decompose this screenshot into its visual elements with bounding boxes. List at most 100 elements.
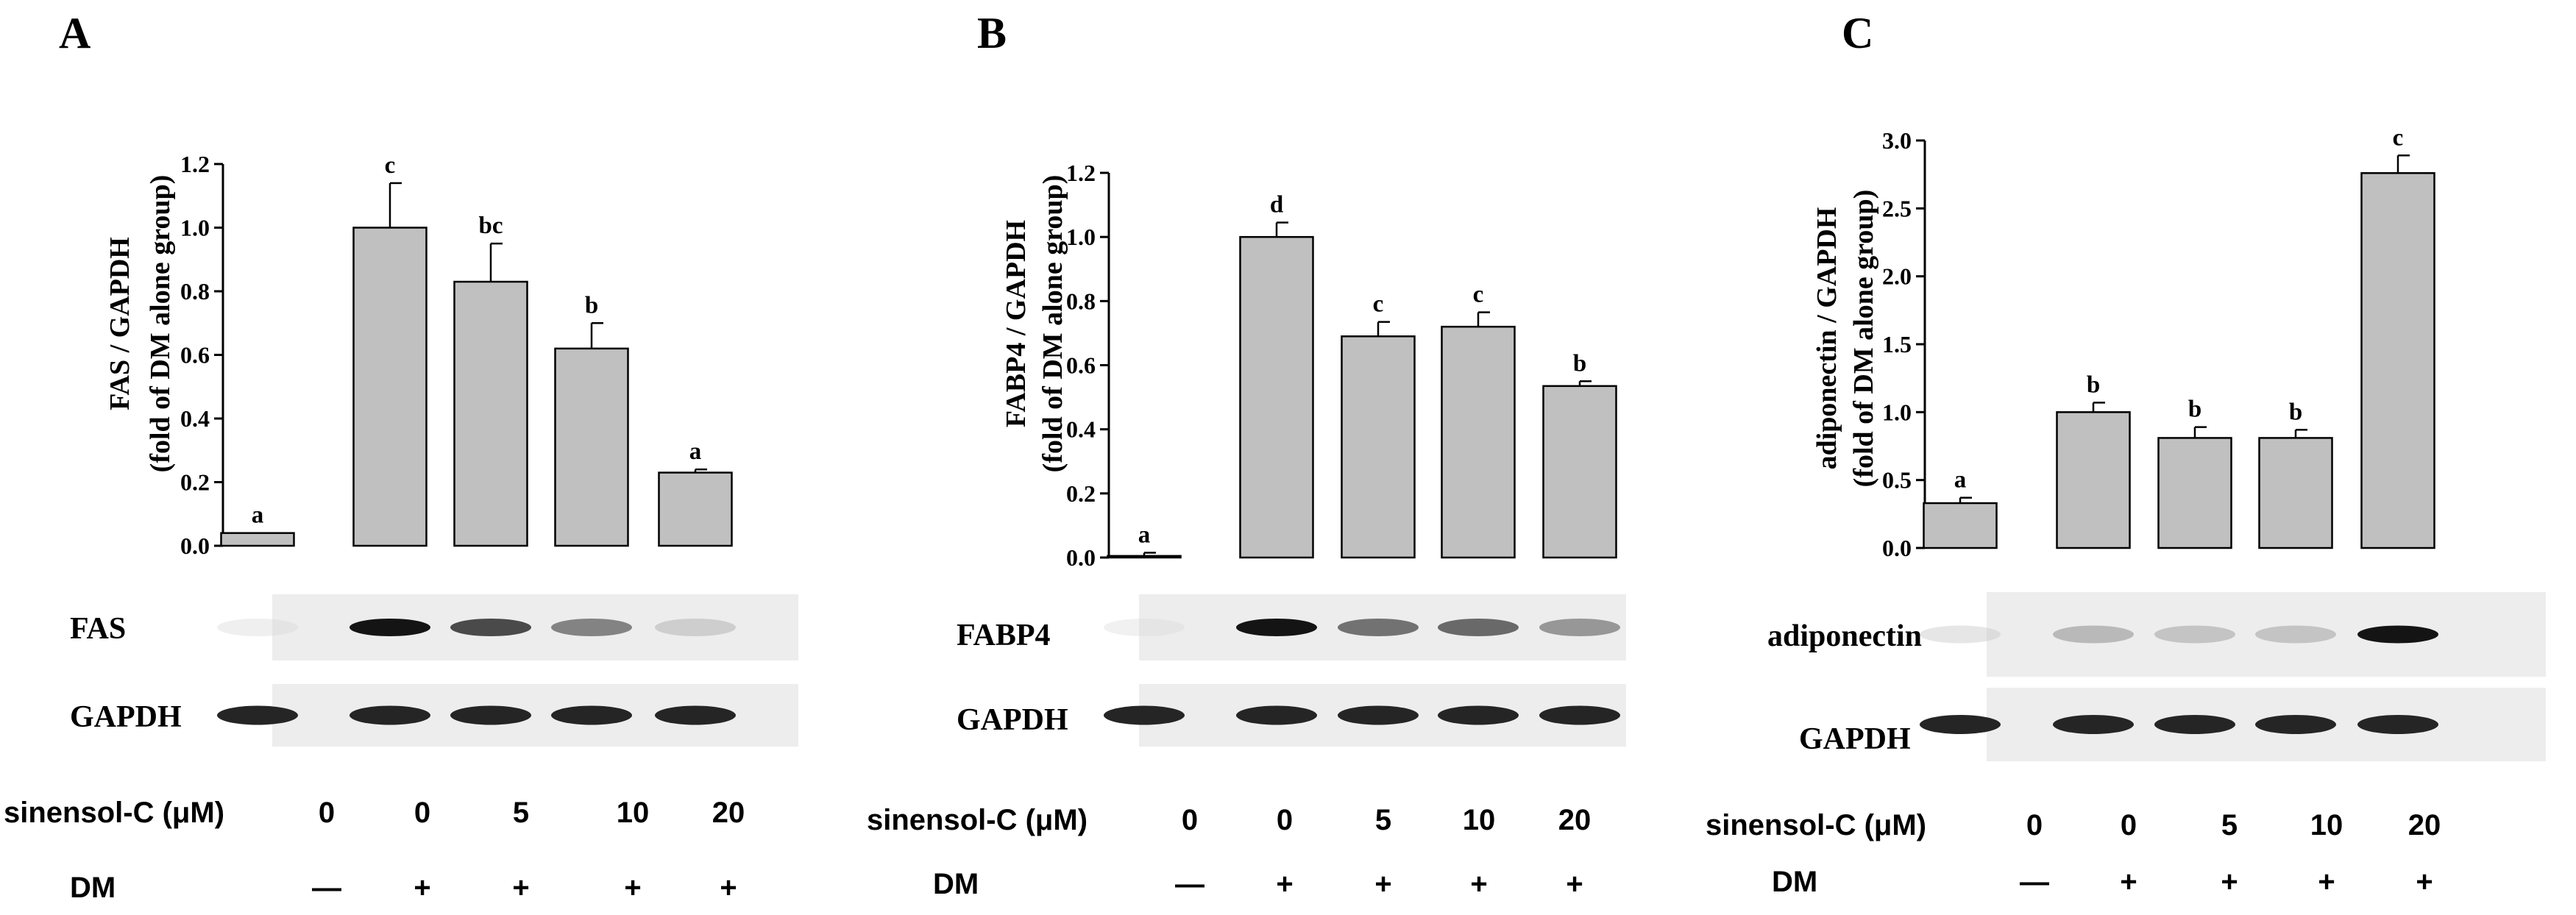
blot-band bbox=[1539, 619, 1620, 636]
blot-band bbox=[2255, 625, 2336, 644]
blot-band bbox=[1104, 619, 1185, 636]
dm-value: — bbox=[1175, 868, 1204, 900]
dm-value: + bbox=[1566, 868, 1583, 900]
y-tick-label: 0.0 bbox=[1066, 544, 1096, 571]
bar bbox=[1107, 555, 1182, 559]
y-tick-label: 0.8 bbox=[180, 278, 210, 305]
blot-band bbox=[217, 619, 298, 636]
blot-band bbox=[217, 705, 298, 725]
blot-band bbox=[551, 619, 632, 636]
blot-label-gapdh: GAPDH bbox=[1799, 722, 1911, 756]
y-tick-label: 0.0 bbox=[180, 533, 210, 559]
blot-band bbox=[551, 705, 632, 725]
y-axis-label-2: (fold of DM alone group) bbox=[1037, 175, 1068, 473]
bar bbox=[2056, 411, 2131, 549]
western-blots bbox=[1104, 594, 1626, 747]
sinensol-value: 10 bbox=[2310, 809, 2343, 841]
y-tick-labels: 0.0 0.2 0.4 0.6 0.8 1.0 1.2 bbox=[1066, 160, 1096, 571]
bar bbox=[1542, 385, 1617, 559]
western-blots bbox=[217, 594, 798, 747]
y-axis-label-2: (fold of DM alone group) bbox=[1848, 190, 1879, 488]
bar bbox=[220, 532, 295, 547]
y-axis bbox=[1916, 139, 1926, 549]
y-tick-label: 2.0 bbox=[1882, 263, 1912, 290]
sinensol-value: 0 bbox=[2121, 809, 2137, 841]
y-axis-label-2: (fold of DM alone group) bbox=[145, 175, 176, 473]
dm-label: DM bbox=[1772, 866, 1817, 898]
significance-letter: a bbox=[689, 438, 702, 465]
y-tick-label: 1.0 bbox=[1066, 224, 1096, 250]
blot-band bbox=[2154, 715, 2235, 734]
significance-letter: a bbox=[1138, 521, 1151, 548]
treatment-table: sinensol-C (μM) DM 0 — 0 +5 +10 +20 + bbox=[867, 804, 1591, 900]
y-tick-label: 0.4 bbox=[180, 405, 210, 432]
y-axis-label: FABP4 / GAPDH bbox=[1001, 220, 1032, 427]
bar bbox=[1441, 325, 1516, 559]
significance-letter: c bbox=[1373, 291, 1384, 318]
sinensol-value: 5 bbox=[1375, 804, 1391, 836]
blot-band bbox=[1338, 619, 1419, 636]
bars: a b b b c bbox=[1923, 124, 2435, 549]
y-tick-label: 1.2 bbox=[180, 151, 210, 177]
blot-label-gapdh: GAPDH bbox=[957, 703, 1068, 737]
significance-letter: b bbox=[2188, 396, 2201, 423]
blot-band bbox=[1236, 705, 1317, 725]
sinensol-value: 0 bbox=[1277, 804, 1293, 836]
bar bbox=[1341, 335, 1416, 559]
y-tick-label: 0.2 bbox=[1066, 480, 1096, 507]
dm-value: — bbox=[2020, 866, 2049, 898]
y-tick-label: 0.0 bbox=[1882, 535, 1912, 561]
y-tick-label: 1.5 bbox=[1882, 331, 1912, 357]
sinensol-value: 10 bbox=[617, 797, 650, 829]
y-tick-label: 1.0 bbox=[180, 215, 210, 241]
y-tick-label: 2.5 bbox=[1882, 195, 1912, 221]
blot-band bbox=[2154, 625, 2235, 644]
blot-band bbox=[1920, 715, 2001, 734]
bar bbox=[554, 347, 629, 547]
y-axis-label: FAS / GAPDH bbox=[104, 237, 135, 410]
bar bbox=[2258, 437, 2333, 549]
blot-band bbox=[655, 619, 736, 636]
blot-band bbox=[2357, 625, 2438, 644]
dm-value: + bbox=[1276, 868, 1293, 900]
significance-letter: c bbox=[1473, 282, 1484, 308]
y-tick-label: 1.2 bbox=[1066, 160, 1096, 186]
blot-band bbox=[1236, 619, 1317, 636]
blot-band bbox=[2053, 715, 2134, 734]
sinensol-label: sinensol-C (μM) bbox=[1706, 809, 1926, 841]
y-tick-label: 0.4 bbox=[1066, 416, 1096, 443]
y-tick-label: 3.0 bbox=[1882, 127, 1912, 154]
sinensol-label: sinensol-C (μM) bbox=[4, 797, 224, 829]
sinensol-value: 10 bbox=[1463, 804, 1496, 836]
sinensol-value: 20 bbox=[712, 797, 745, 829]
blot-band bbox=[2357, 715, 2438, 734]
blot-band bbox=[1539, 705, 1620, 725]
western-blots bbox=[1920, 592, 2546, 761]
dm-value: + bbox=[512, 872, 529, 904]
dm-value: + bbox=[720, 872, 737, 904]
y-axis bbox=[214, 163, 224, 547]
bar bbox=[1923, 502, 1998, 549]
blot-band bbox=[1438, 619, 1519, 636]
y-tick-label: 0.6 bbox=[1066, 352, 1096, 379]
dm-value: + bbox=[2318, 866, 2335, 898]
sinensol-value: 0 bbox=[1182, 804, 1198, 836]
blot-band bbox=[350, 619, 430, 636]
treatment-table: sinensol-C (μM) DM 0 — 0 +5 +10 +20 + bbox=[1706, 809, 2441, 898]
significance-letter: b bbox=[2289, 399, 2302, 425]
y-axis bbox=[1100, 171, 1110, 559]
sinensol-value: 20 bbox=[1558, 804, 1592, 836]
bar bbox=[352, 227, 427, 547]
significance-letter: b bbox=[585, 292, 598, 318]
blot-label-target: adiponectin bbox=[1767, 619, 1922, 653]
y-tick-labels: 0.0 0.5 1.0 1.5 2.0 2.5 3.0 bbox=[1882, 127, 1912, 561]
bar bbox=[2157, 437, 2232, 549]
sinensol-value: 0 bbox=[319, 797, 335, 829]
sinensol-value: 5 bbox=[2221, 809, 2238, 841]
significance-letter: c bbox=[2393, 124, 2404, 151]
y-axis-label: adiponectin / GAPDH bbox=[1812, 207, 1842, 470]
blot-band bbox=[2053, 625, 2134, 644]
dm-value: + bbox=[2416, 866, 2433, 898]
sinensol-value: 0 bbox=[2026, 809, 2043, 841]
panel-letter: B bbox=[977, 9, 1007, 57]
